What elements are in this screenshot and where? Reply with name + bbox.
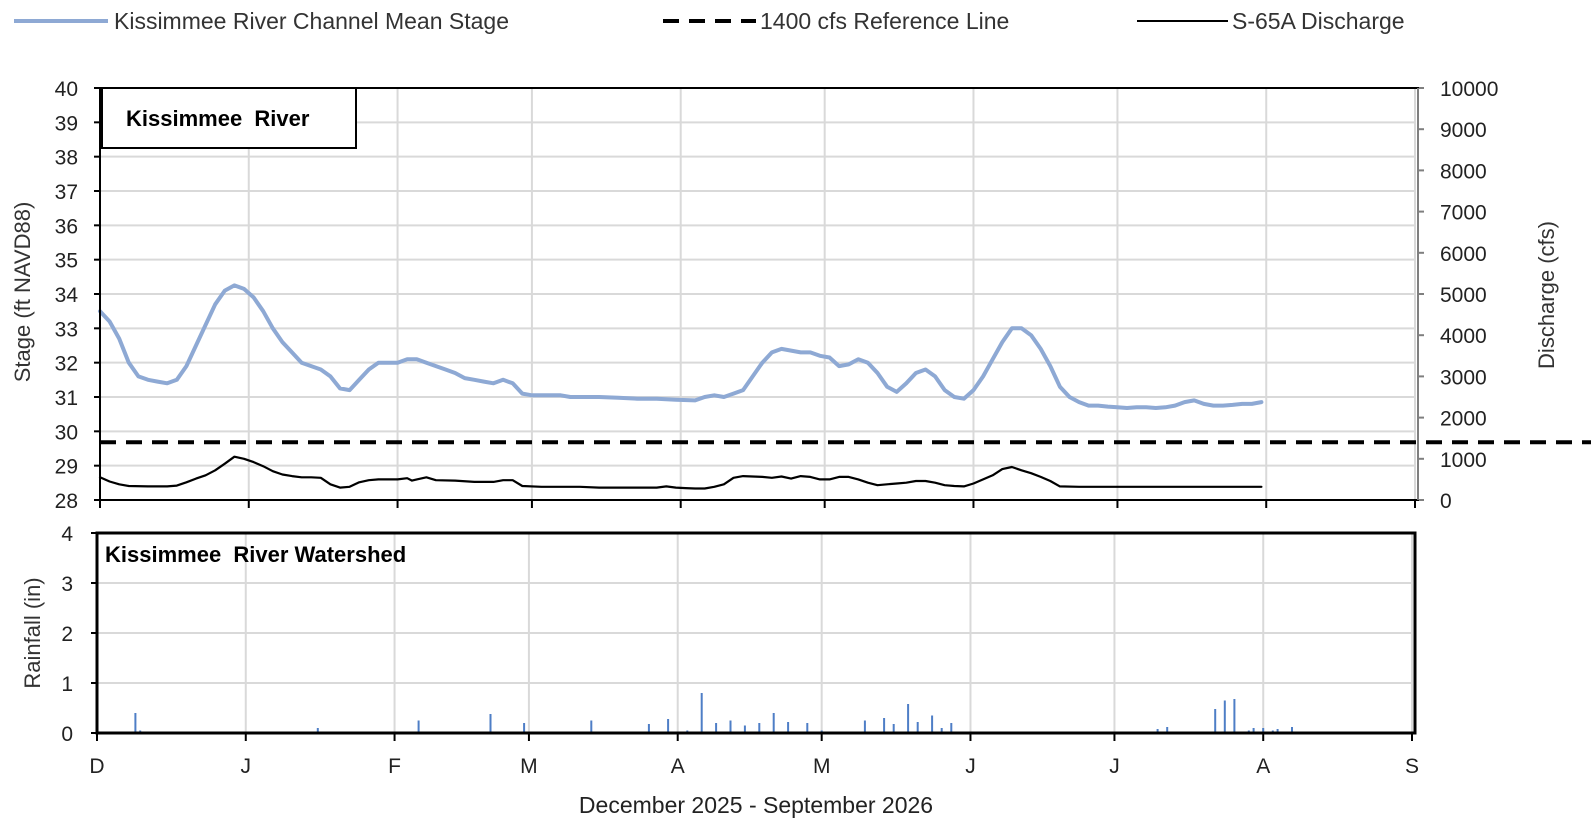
rainfall-bar bbox=[806, 723, 809, 733]
stage-tick-label: 36 bbox=[55, 215, 78, 238]
discharge-tick-label: 3000 bbox=[1440, 366, 1487, 389]
rainfall-bar bbox=[1214, 709, 1217, 733]
discharge-tick-label: 5000 bbox=[1440, 284, 1487, 307]
rainfall-bar bbox=[715, 723, 718, 733]
rainfall-bar bbox=[1262, 728, 1265, 733]
stage-series-line bbox=[98, 283, 1264, 410]
bottom-panel-frame bbox=[95, 531, 1417, 735]
top-panel-series bbox=[98, 283, 1591, 490]
discharge-tick-label: 6000 bbox=[1440, 243, 1487, 266]
rainfall-tick-label: 1 bbox=[61, 673, 73, 696]
discharge-tick-label: 7000 bbox=[1440, 202, 1487, 225]
top-panel-grid bbox=[99, 87, 1416, 508]
legend-label-reference: 1400 cfs Reference Line bbox=[760, 8, 1009, 34]
discharge-axis-ticks: 0 1000 2000 3000 4000 5000 6000 7000 8000 9000 100… bbox=[1418, 78, 1498, 513]
rainfall-axis-ticks: 0 1 2 3 4 bbox=[61, 523, 97, 746]
month-tick-label: F bbox=[388, 755, 401, 778]
discharge-tick-label: 4000 bbox=[1440, 325, 1487, 348]
rainfall-bar bbox=[667, 719, 670, 733]
rainfall-bar bbox=[1166, 727, 1169, 733]
rainfall-bar bbox=[523, 723, 526, 733]
stage-tick-label: 31 bbox=[55, 387, 78, 410]
stage-tick-label: 38 bbox=[55, 147, 78, 170]
stage-tick-label: 34 bbox=[55, 284, 79, 307]
rainfall-bar bbox=[940, 728, 943, 733]
rainfall-bar bbox=[1156, 729, 1159, 733]
rainfall-bar bbox=[729, 720, 732, 733]
rainfall-panel: 0 1 2 3 4 Kissimmee River Watershed Rainfall… bbox=[20, 523, 1419, 818]
discharge-tick-label: 10000 bbox=[1440, 78, 1498, 101]
stage-tick-label: 35 bbox=[55, 250, 78, 273]
stage-axis-ticks: 28 29 30 31 32 33 34 35 36 37 38 39 40 bbox=[55, 78, 100, 513]
rainfall-bar bbox=[1276, 729, 1279, 733]
legend: Kissimmee River Channel Mean Stage 1400 … bbox=[14, 8, 1405, 34]
rainfall-axis-title: Rainfall (in) bbox=[20, 577, 45, 688]
legend-label-discharge: S-65A Discharge bbox=[1232, 8, 1405, 34]
stage-tick-label: 29 bbox=[55, 456, 78, 479]
stage-tick-label: 30 bbox=[55, 421, 78, 444]
rainfall-bar bbox=[1291, 727, 1293, 733]
rainfall-bar bbox=[590, 720, 593, 733]
discharge-series-line bbox=[98, 455, 1263, 490]
stage-tick-label: 28 bbox=[55, 490, 78, 513]
rainfall-bar bbox=[700, 693, 703, 733]
rainfall-bar bbox=[647, 724, 650, 733]
rainfall-bar bbox=[489, 714, 492, 733]
rainfall-bar bbox=[772, 713, 775, 733]
rainfall-tick-label: 4 bbox=[61, 523, 73, 546]
month-tick-label: M bbox=[520, 755, 538, 778]
month-tick-label: M bbox=[813, 755, 831, 778]
discharge-tick-label: 8000 bbox=[1440, 160, 1487, 183]
rainfall-bar bbox=[787, 722, 790, 733]
rainfall-tick-label: 0 bbox=[61, 723, 73, 746]
stage-tick-label: 33 bbox=[55, 318, 78, 341]
rainfall-bar bbox=[883, 718, 886, 733]
month-tick-label: A bbox=[671, 755, 685, 778]
rainfall-bar bbox=[1223, 700, 1226, 733]
stage-tick-label: 39 bbox=[55, 112, 78, 135]
discharge-tick-label: 1000 bbox=[1440, 449, 1487, 472]
rainfall-bars bbox=[134, 693, 1293, 733]
rainfall-bar bbox=[316, 728, 319, 733]
rainfall-bar bbox=[892, 724, 895, 733]
discharge-tick-label: 0 bbox=[1440, 490, 1452, 513]
top-panel-title: Kissimmee River bbox=[126, 106, 310, 131]
rainfall-bar bbox=[863, 720, 866, 733]
month-tick-label: J bbox=[241, 755, 252, 778]
stage-tick-label: 40 bbox=[55, 78, 78, 101]
discharge-tick-label: 9000 bbox=[1440, 119, 1487, 142]
month-tick-label: D bbox=[89, 755, 104, 778]
rainfall-bar bbox=[916, 722, 919, 733]
stage-discharge-panel: 28 29 30 31 32 33 34 35 36 37 38 39 40 0 1000 2000 3000… bbox=[10, 78, 1591, 513]
month-tick-label: J bbox=[965, 755, 976, 778]
discharge-axis-title: Discharge (cfs) bbox=[1534, 221, 1559, 369]
stage-tick-label: 32 bbox=[55, 353, 78, 376]
top-panel-title-box bbox=[101, 87, 357, 149]
month-tick-label: A bbox=[1256, 755, 1270, 778]
bottom-panel-title: Kissimmee River Watershed bbox=[105, 542, 406, 567]
rainfall-bar bbox=[1233, 699, 1236, 733]
rainfall-bar bbox=[907, 704, 910, 733]
rainfall-bar bbox=[743, 725, 746, 733]
discharge-tick-label: 2000 bbox=[1440, 408, 1487, 431]
rainfall-bar bbox=[417, 720, 420, 733]
stage-axis-title: Stage (ft NAVD88) bbox=[10, 202, 35, 383]
month-tick-label: J bbox=[1109, 755, 1120, 778]
rainfall-bar bbox=[134, 713, 137, 733]
rainfall-tick-label: 3 bbox=[61, 573, 73, 596]
rainfall-bar bbox=[1252, 728, 1255, 733]
stage-tick-label: 37 bbox=[55, 181, 78, 204]
rainfall-bar bbox=[950, 723, 953, 733]
rainfall-tick-label: 2 bbox=[61, 623, 73, 646]
month-tick-label: S bbox=[1405, 755, 1419, 778]
x-axis-title: December 2025 - September 2026 bbox=[579, 792, 933, 818]
rainfall-bar bbox=[931, 715, 934, 733]
legend-label-stage: Kissimmee River Channel Mean Stage bbox=[114, 8, 509, 34]
rainfall-bar bbox=[758, 723, 761, 733]
